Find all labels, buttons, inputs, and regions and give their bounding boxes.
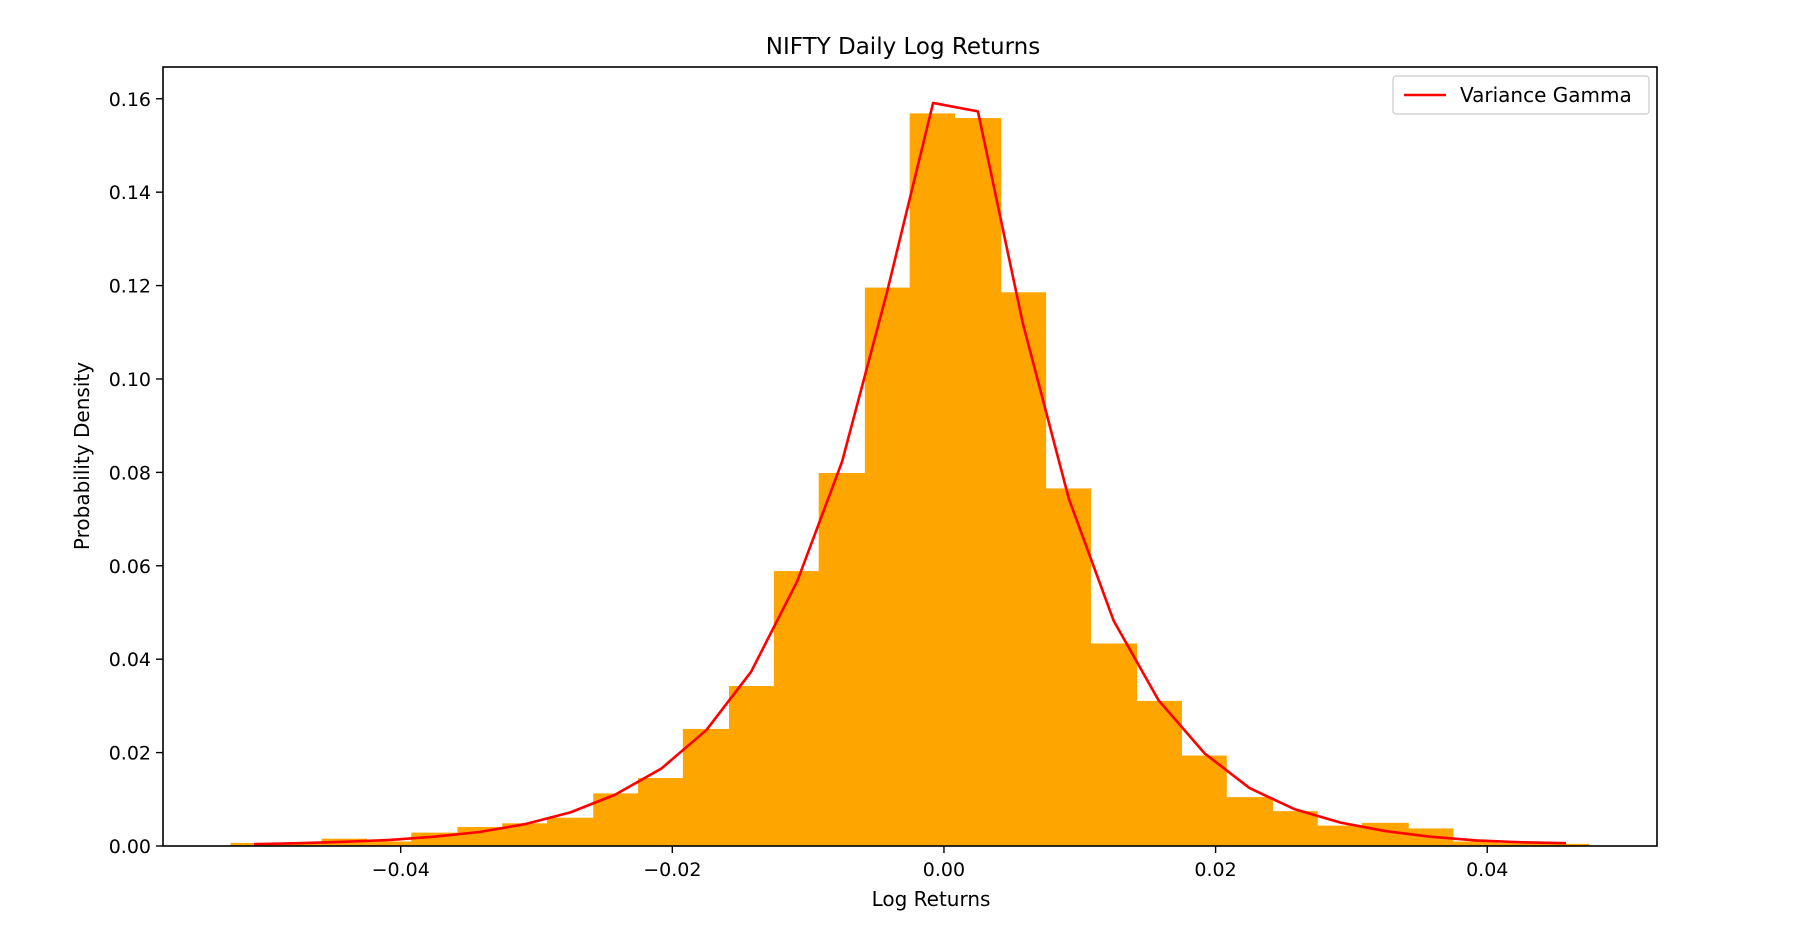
y-tick-label: 0.08 [109,462,151,484]
histogram-bar [1361,822,1409,847]
y-axis-ticks: 0.00 0.02 0.04 0.06 0.08 0.10 0.12 0.14 0.16 [109,89,163,858]
legend-box [1392,75,1650,115]
histogram-bar [638,777,684,847]
histogram-bar [864,287,911,847]
histogram-bar [1181,755,1227,847]
plot-area [230,101,1590,847]
x-tick-label: 0.04 [1466,859,1508,881]
y-tick-label: 0.12 [109,276,151,298]
x-axis-label: Log Returns [872,887,991,911]
histogram-bar [1317,825,1363,847]
histogram-bar [547,817,594,847]
histogram-bar [818,473,866,847]
histogram-bar [1090,643,1138,847]
y-tick-label: 0.00 [109,836,151,858]
series-line-variance-gamma [253,101,1567,846]
histogram-bar [593,793,639,847]
histogram-bar [909,113,956,847]
x-tick-label: 0.02 [1194,859,1236,881]
x-axis-ticks: −0.04 −0.02 0.00 0.02 0.04 [372,846,1508,881]
y-tick-label: 0.02 [109,743,151,765]
histogram-bar [1045,488,1091,847]
y-tick-label: 0.06 [109,556,151,578]
y-tick-label: 0.04 [109,649,151,671]
x-tick-label: −0.04 [372,859,430,881]
histogram-bar [729,685,775,847]
histogram-bar [1000,292,1047,847]
chart-title: NIFTY Daily Log Returns [766,34,1040,60]
y-tick-label: 0.14 [109,182,151,204]
legend-label-variance-gamma: Variance Gamma [1460,83,1632,107]
histogram-bar [1136,700,1182,847]
axes-frame [162,66,1658,847]
histogram-bar [1272,811,1318,847]
histogram-bar [954,118,1002,847]
y-tick-label: 0.16 [109,89,151,111]
y-axis-label: Probability Density [70,362,94,550]
histogram-bar [682,728,730,847]
histogram-bar [773,571,820,847]
x-tick-label: −0.02 [643,859,701,881]
x-tick-label: 0.00 [923,859,965,881]
histogram-bars [230,113,1590,847]
histogram-bar [1226,797,1273,847]
y-tick-label: 0.10 [109,369,151,391]
legend: Variance Gamma [1392,75,1650,115]
